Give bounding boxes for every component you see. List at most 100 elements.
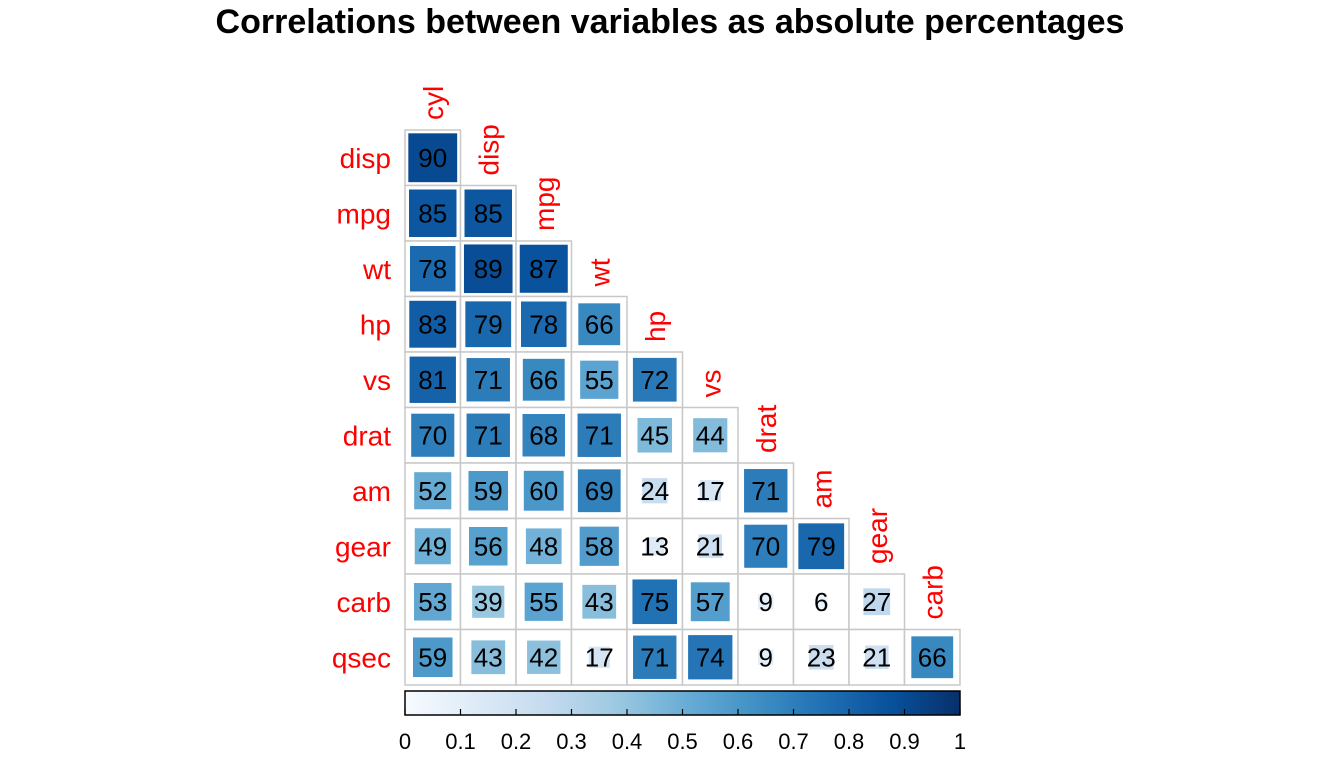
column-label: hp [640, 311, 671, 342]
heatmap-grid: 90 85 85 78 89 87 83 79 78 66 81 71 66 55 72 70 71 68 71 45… [332, 86, 961, 686]
cell-value: 81 [418, 365, 447, 395]
colorbar: 0 0.1 0.2 0.3 0.4 0.5 0.6 0.7 0.8 0.9 1 [399, 690, 966, 754]
cell-value: 23 [807, 642, 836, 672]
row-label: drat [343, 420, 391, 451]
cell-square [863, 588, 891, 616]
cell-value: 9 [759, 642, 773, 672]
cell-square [414, 583, 452, 621]
cell-value: 78 [529, 309, 558, 339]
cell-value: 71 [474, 365, 503, 395]
cell-square [409, 356, 456, 403]
cell-square [409, 300, 457, 348]
cell-value: 13 [640, 531, 669, 561]
cell-square [577, 469, 621, 513]
column-label: disp [473, 124, 504, 175]
row-label: mpg [337, 198, 391, 229]
cell-square [699, 480, 721, 502]
cell-value: 74 [696, 642, 725, 672]
colorbar-tick-label: 0.7 [778, 729, 809, 754]
cell-value: 57 [696, 587, 725, 617]
cell-value: 78 [418, 254, 447, 284]
cell-square [580, 360, 619, 399]
colorbar-tick-label: 1 [954, 729, 966, 754]
cell-value: 60 [529, 476, 558, 506]
cell-value: 45 [640, 420, 669, 450]
cell-square [410, 246, 456, 292]
cell-value: 71 [640, 642, 669, 672]
cell-value: 56 [474, 531, 503, 561]
cell-value: 90 [418, 143, 447, 173]
cell-square [523, 470, 564, 511]
cell-square [642, 478, 668, 504]
cell-square [632, 579, 678, 625]
cell-square [744, 469, 788, 513]
cell-value: 6 [814, 587, 828, 617]
cell-square [527, 640, 561, 674]
cell-value: 79 [474, 309, 503, 339]
column-label: gear [862, 508, 893, 564]
cell-square [412, 637, 453, 678]
cell-value: 49 [418, 531, 447, 561]
cell-value: 83 [418, 309, 447, 339]
cell-value: 71 [751, 476, 780, 506]
cell-square [688, 635, 733, 680]
cell-square [808, 644, 834, 670]
cell-square [577, 413, 621, 457]
row-label: vs [363, 365, 391, 396]
cell-value: 42 [529, 642, 558, 672]
colorbar-tick-label: 0.5 [667, 729, 698, 754]
cell-square [466, 413, 510, 457]
cell-square [578, 303, 621, 346]
cell-square [464, 189, 512, 237]
column-label: vs [695, 370, 726, 398]
row-label: am [352, 476, 391, 507]
cell-square [645, 536, 665, 556]
cell-square [472, 585, 505, 618]
cell-value: 89 [474, 254, 503, 284]
cell-square [911, 636, 954, 679]
cell-square [579, 526, 619, 566]
cell-value: 66 [529, 365, 558, 395]
cell-square [468, 470, 509, 511]
cell-square [698, 534, 723, 559]
cell-value: 58 [585, 531, 614, 561]
column-label: drat [751, 405, 782, 453]
cell-square [468, 526, 508, 566]
colorbar-tick-label: 0.4 [612, 729, 643, 754]
column-label: carb [917, 565, 948, 619]
colorbar-tick-label: 0.2 [501, 729, 532, 754]
cell-square [463, 244, 513, 294]
cell-value: 55 [529, 587, 558, 617]
colorbar-tick-label: 0.9 [889, 729, 920, 754]
cell-value: 24 [640, 476, 669, 506]
cell-value: 79 [807, 531, 836, 561]
cell-square [466, 358, 510, 402]
cell-value: 17 [696, 476, 725, 506]
cell-value: 66 [585, 309, 614, 339]
row-label: wt [362, 254, 391, 285]
cell-square [519, 244, 568, 293]
cell-square [465, 301, 512, 348]
cell-square [408, 133, 458, 183]
row-label: qsec [332, 642, 391, 673]
cell-value: 59 [474, 476, 503, 506]
cell-value: 21 [862, 642, 891, 672]
column-label: wt [584, 258, 615, 287]
cell-value: 55 [585, 365, 614, 395]
cell-square [690, 582, 730, 622]
colorbar-tick-label: 0.6 [723, 729, 754, 754]
cell-value: 66 [918, 642, 947, 672]
cell-value: 17 [585, 642, 614, 672]
cell-value: 71 [585, 420, 614, 450]
column-label: mpg [529, 177, 560, 231]
cell-value: 39 [474, 587, 503, 617]
cell-square [758, 594, 774, 610]
cell-square [637, 417, 673, 453]
chart-title: Correlations between variables as absolu… [216, 3, 1125, 41]
cell-value: 72 [640, 365, 669, 395]
column-label: cyl [418, 86, 449, 120]
cell-square [414, 528, 451, 565]
cell-square [414, 472, 452, 510]
column-label: am [806, 470, 837, 509]
